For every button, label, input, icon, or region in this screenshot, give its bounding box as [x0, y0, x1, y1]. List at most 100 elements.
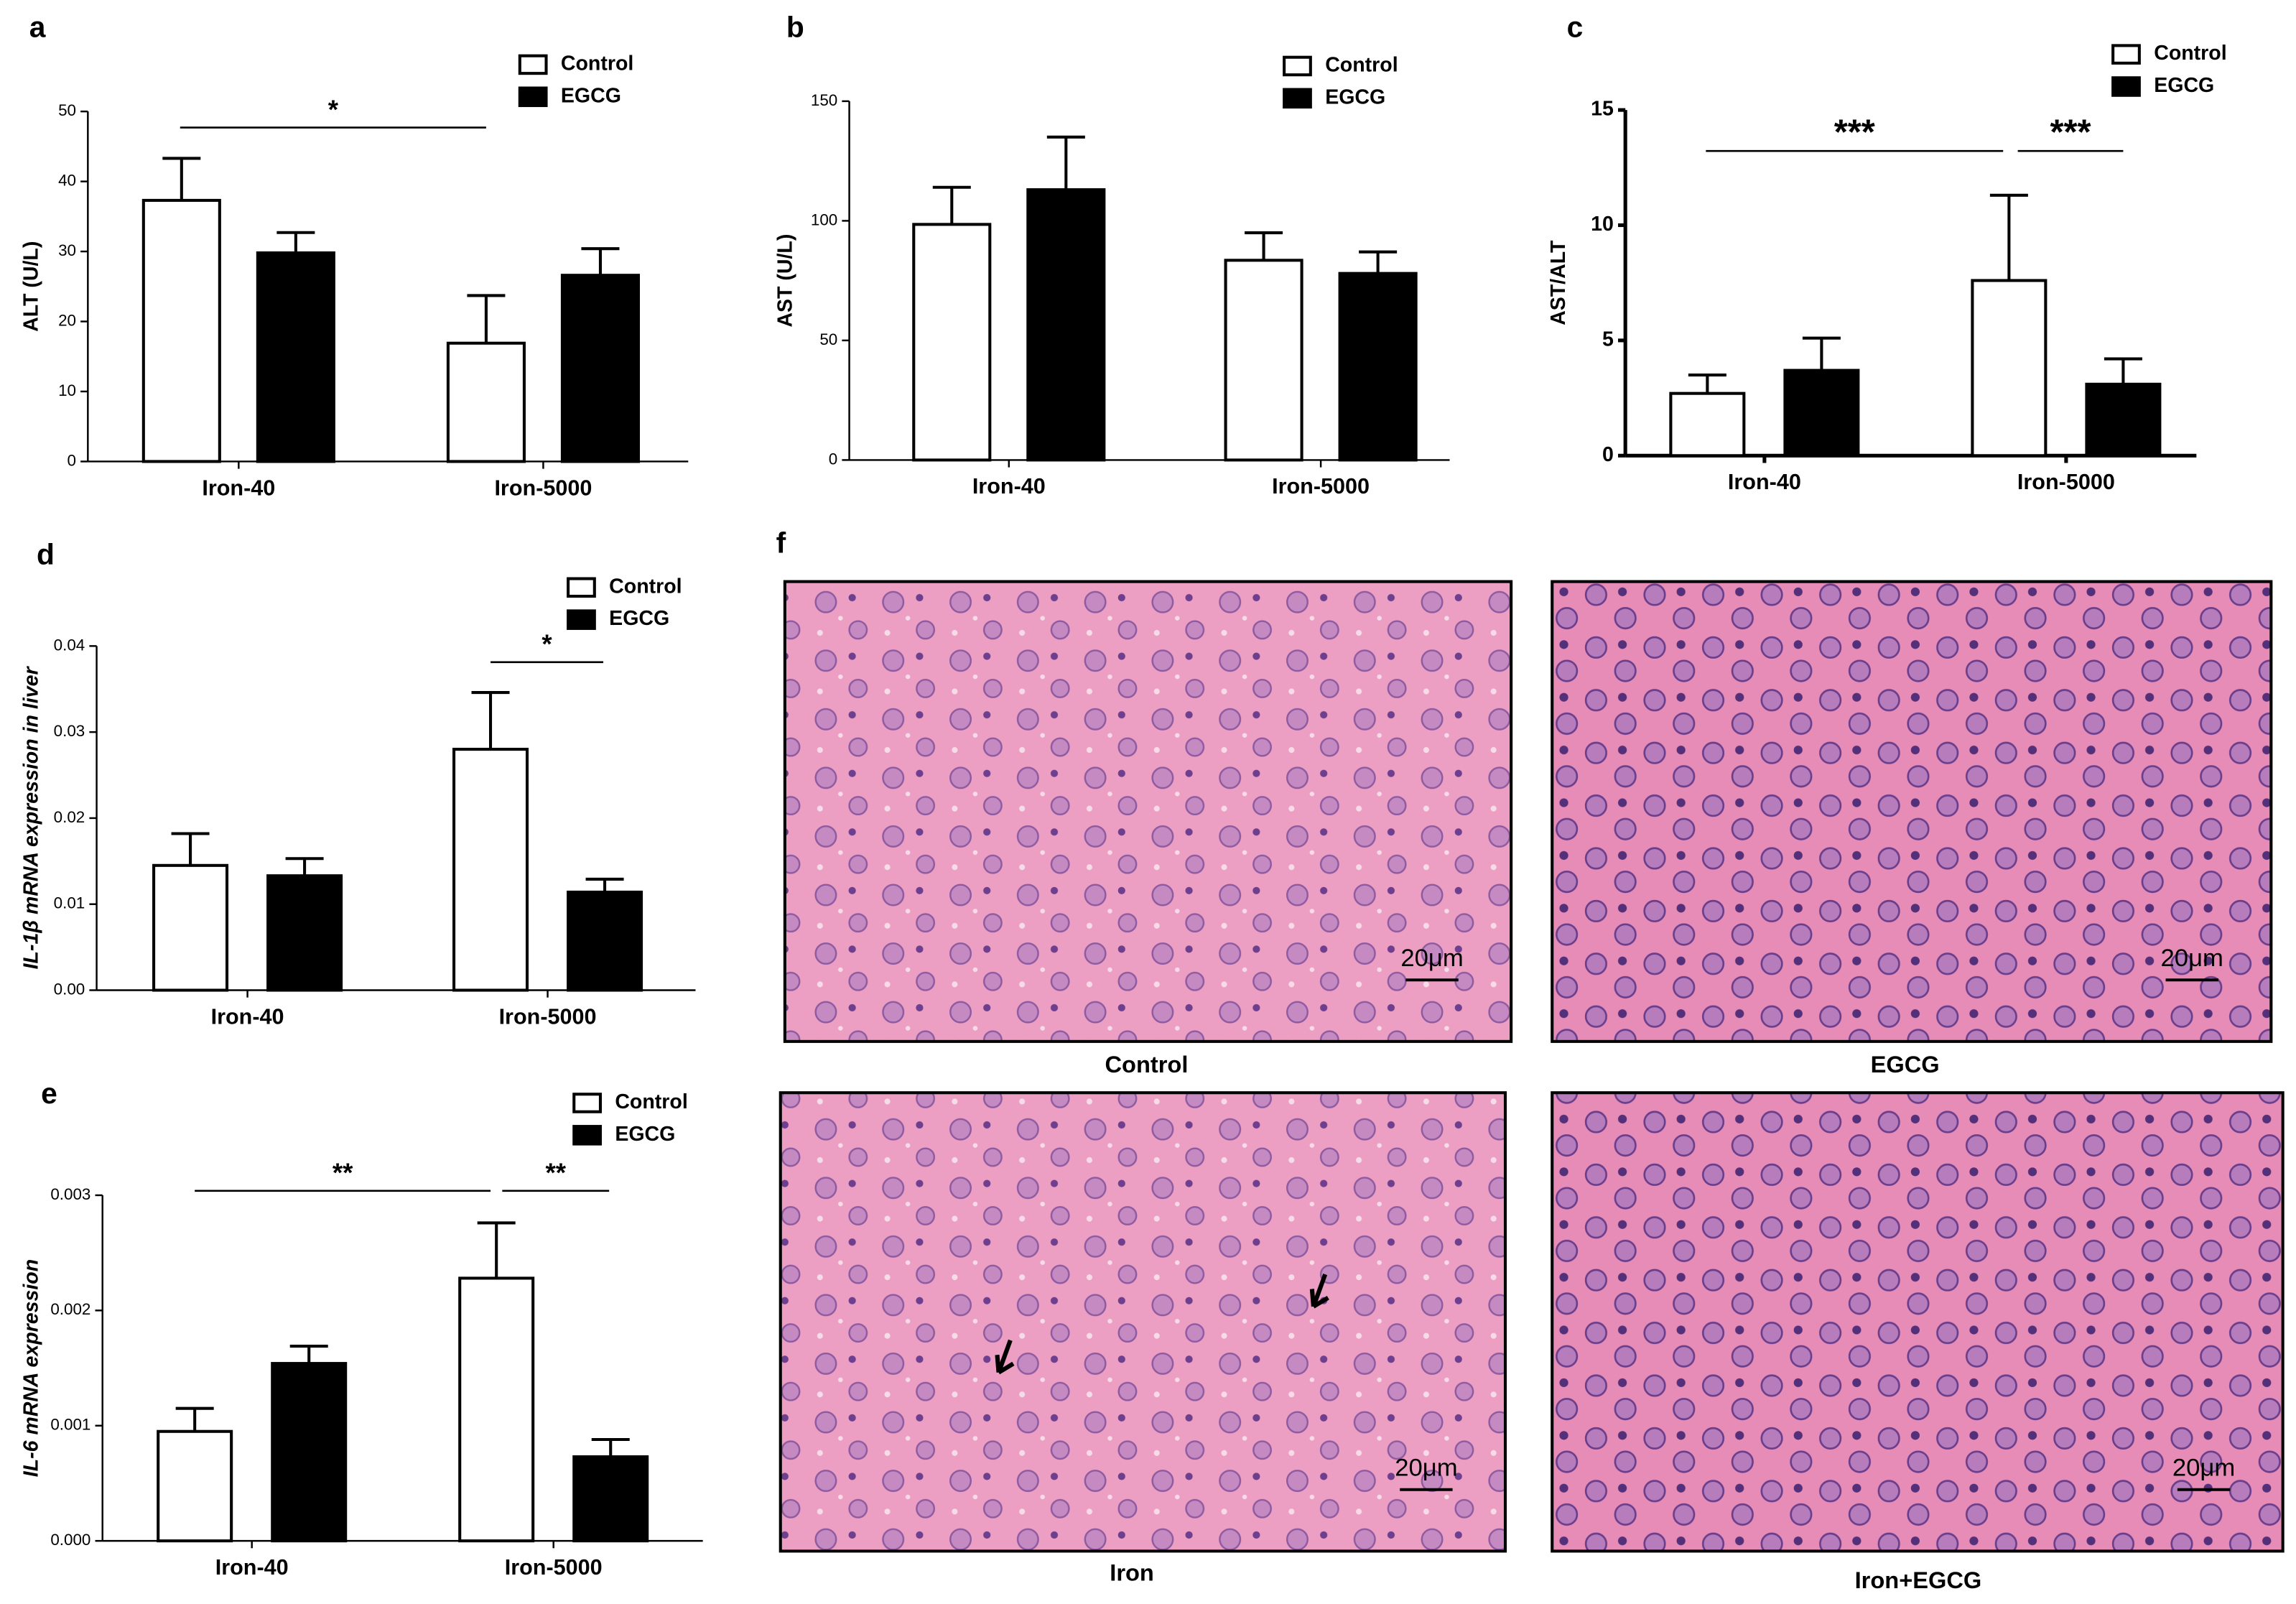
bar — [2085, 382, 2162, 458]
x-tick-label: Iron-40 — [202, 476, 275, 500]
scale-bar-label: 20μm — [2172, 1454, 2235, 1481]
histology-image — [1551, 580, 2273, 1043]
arrow-head — [1309, 1289, 1329, 1309]
bar — [572, 1455, 649, 1543]
bar — [1026, 188, 1106, 462]
bar — [912, 223, 992, 462]
y-tick-label: 10 — [1591, 213, 1614, 236]
image-caption: Control — [1105, 1051, 1189, 1077]
legend-swatch — [518, 86, 548, 108]
y-axis-label: AST (U/L) — [773, 234, 796, 328]
y-tick-label: 0.00 — [54, 980, 85, 998]
legend-swatch — [518, 54, 548, 75]
chart: b 0 50 100 150 AST (U/L) Iron-40 Iron-5000 Contr… — [773, 11, 1450, 499]
bar — [1971, 279, 2048, 458]
scale-bar-label: 20μm — [2161, 945, 2223, 972]
legend-swatch — [572, 1093, 602, 1113]
legend-label: Control — [1325, 53, 1398, 76]
legend-label: EGCG — [609, 607, 669, 630]
significance-label: *** — [1834, 113, 1875, 152]
y-tick-label: 150 — [811, 91, 837, 109]
y-axis-label: ALT (U/L) — [19, 241, 42, 332]
legend-swatch — [572, 1125, 602, 1146]
bar — [152, 863, 229, 992]
x-tick-label: Iron-40 — [215, 1555, 289, 1580]
y-tick-label: 0.003 — [50, 1185, 90, 1203]
legend-label: Control — [615, 1090, 687, 1113]
significance-label: * — [542, 629, 552, 659]
y-tick-label: 0.002 — [50, 1300, 90, 1318]
panel-label: a — [29, 11, 46, 44]
y-tick-label: 0.03 — [54, 722, 85, 740]
legend-swatch — [567, 577, 596, 598]
significance-label: *** — [2050, 113, 2091, 152]
legend-label: Control — [561, 52, 633, 75]
bar — [452, 748, 529, 992]
bar — [266, 874, 343, 992]
x-tick-label: Iron-40 — [211, 1004, 284, 1029]
y-tick-label: 0.001 — [50, 1416, 90, 1434]
y-tick-label: 100 — [811, 210, 837, 228]
bar — [1669, 391, 1746, 458]
legend-label: EGCG — [1325, 85, 1385, 108]
y-tick-label: 40 — [58, 172, 76, 190]
y-axis-label: IL-1β mRNA expression in liver — [19, 666, 42, 970]
x-tick-label: Iron-5000 — [2017, 470, 2115, 494]
histology-image — [1551, 1091, 2285, 1553]
legend-label: EGCG — [561, 84, 621, 107]
y-tick-label: 20 — [58, 311, 76, 329]
chart: a 0 10 20 30 40 50 ALT (U/L) Iron-40 Iron-5000 Con… — [19, 11, 689, 500]
panel-label: e — [41, 1077, 57, 1110]
y-tick-label: 0 — [829, 450, 837, 468]
bar — [446, 341, 526, 463]
x-tick-label: Iron-40 — [972, 474, 1046, 499]
y-tick-label: 0 — [68, 451, 76, 469]
bar — [157, 1429, 233, 1543]
y-tick-label: 0 — [1602, 443, 1614, 466]
legend-swatch — [1283, 88, 1312, 109]
image-caption: Iron+EGCG — [1855, 1567, 1982, 1593]
panel-label: b — [786, 11, 804, 44]
x-tick-label: Iron-5000 — [1272, 474, 1370, 499]
arrow-head — [995, 1354, 1015, 1375]
x-tick-label: Iron-40 — [1728, 470, 1801, 494]
arrow — [996, 1339, 1013, 1373]
y-tick-label: 5 — [1602, 328, 1614, 351]
panel-label: c — [1567, 11, 1584, 44]
significance-label: * — [328, 95, 339, 124]
bar — [141, 198, 221, 463]
histology-panel: f 20μm Control 20μm EGCG 20μm Iron 20μm Iron+EG… — [776, 526, 2285, 1593]
legend-swatch — [567, 609, 596, 630]
legend-swatch — [1283, 55, 1312, 77]
legend-swatch — [2111, 44, 2141, 65]
bar — [458, 1276, 535, 1543]
chart: e 0.000 0.001 0.002 0.003 IL-6 mRNA expressio… — [19, 1077, 703, 1580]
scale-bar-label: 20μm — [1395, 1454, 1457, 1481]
chart: d 0.00 0.01 0.02 0.03 0.04 IL-1β mRNA expressi… — [19, 538, 696, 1029]
histology-image — [783, 580, 1513, 1043]
arrow — [1311, 1274, 1328, 1307]
image-caption: EGCG — [1871, 1051, 1940, 1077]
y-tick-label: 10 — [58, 381, 76, 399]
y-tick-label: 50 — [58, 101, 76, 119]
bar — [1783, 368, 1860, 458]
legend-label: EGCG — [2154, 74, 2214, 97]
scale-bar-label: 20μm — [1400, 945, 1463, 972]
bar — [1338, 272, 1418, 462]
panel-label: f — [776, 526, 786, 559]
y-tick-label: 30 — [58, 241, 76, 259]
y-tick-label: 0.04 — [54, 636, 85, 654]
y-tick-label: 15 — [1591, 98, 1614, 121]
legend-label: Control — [609, 575, 682, 598]
chart: c 0 5 10 15 AST/ALT Iron-40 Iron-5000 Control EGC… — [1547, 11, 2227, 494]
x-tick-label: Iron-5000 — [494, 476, 592, 500]
bar — [567, 890, 643, 992]
legend-label: EGCG — [615, 1123, 675, 1146]
y-tick-label: 50 — [819, 330, 837, 348]
y-tick-label: 0.01 — [54, 894, 85, 912]
bar — [560, 274, 641, 463]
y-axis-label: IL-6 mRNA expression — [19, 1259, 42, 1477]
bar — [271, 1362, 348, 1543]
legend-label: Control — [2154, 42, 2226, 65]
bar — [1224, 259, 1303, 462]
